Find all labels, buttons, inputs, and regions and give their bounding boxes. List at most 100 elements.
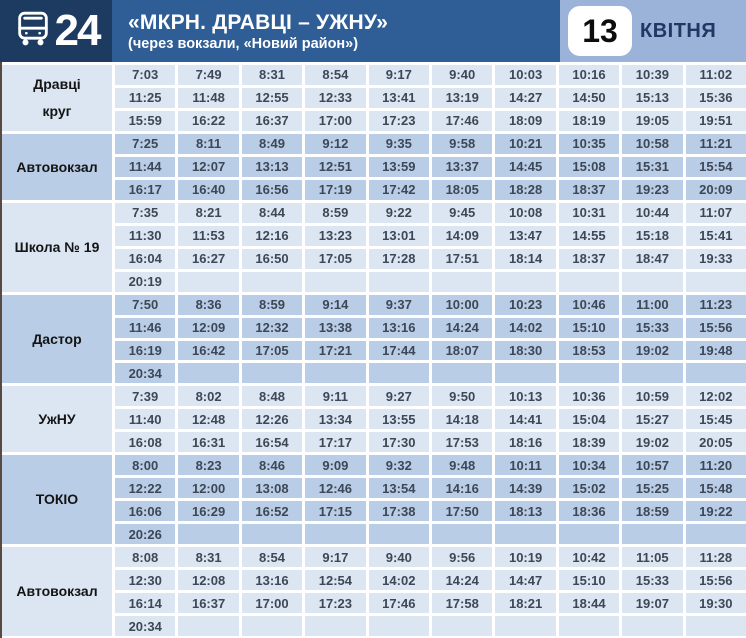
- time-cell: 7:35: [115, 202, 176, 223]
- time-cell: 15:10: [558, 317, 620, 338]
- time-cell: 14:45: [495, 156, 556, 177]
- time-cell: 10:19: [495, 547, 556, 568]
- time-cell: 11:21: [685, 133, 746, 154]
- time-cell: 18:07: [432, 340, 493, 361]
- empty-cell: [558, 271, 620, 292]
- time-cell: 11:05: [622, 547, 683, 568]
- time-cell: 8:08: [115, 547, 176, 568]
- empty-cell: [178, 363, 239, 384]
- time-cell: 9:14: [305, 294, 366, 315]
- time-cell: 10:13: [495, 386, 556, 407]
- time-cell: 11:40: [115, 409, 176, 430]
- time-cell: 15:56: [685, 570, 746, 591]
- route-badge: 24: [0, 0, 112, 62]
- empty-cell: [685, 363, 746, 384]
- time-cell: 10:00: [432, 294, 493, 315]
- time-cell: 14:41: [495, 409, 556, 430]
- time-cell: 7:50: [115, 294, 176, 315]
- time-cell: 11:23: [685, 294, 746, 315]
- time-cell: 12:32: [241, 317, 303, 338]
- time-cell: 8:00: [115, 455, 176, 476]
- time-cell: 14:39: [495, 478, 556, 499]
- time-cell: 8:46: [241, 455, 303, 476]
- time-cell: 9:50: [432, 386, 493, 407]
- time-cell: 12:55: [241, 87, 303, 108]
- time-cell: 10:16: [558, 65, 620, 85]
- time-cell: 15:59: [115, 110, 176, 131]
- time-cell: 8:54: [241, 547, 303, 568]
- empty-cell: [622, 271, 683, 292]
- time-cell: 18:53: [558, 340, 620, 361]
- time-cell: 9:17: [368, 65, 429, 85]
- time-cell: 13:55: [368, 409, 429, 430]
- time-cell: 11:02: [685, 65, 746, 85]
- empty-cell: [495, 363, 556, 384]
- time-cell: 20:09: [685, 179, 746, 200]
- time-cell: 15:27: [622, 409, 683, 430]
- time-cell: 19:05: [622, 110, 683, 131]
- route-title-band: «МКРН. ДРАВЦІ – УЖНУ» (через вокзали, «Н…: [112, 0, 560, 62]
- empty-cell: [305, 271, 366, 292]
- time-cell: 13:41: [368, 87, 429, 108]
- time-cell: 14:09: [432, 225, 493, 246]
- empty-cell: [368, 616, 429, 636]
- time-cell: 8:31: [178, 547, 239, 568]
- empty-cell: [368, 363, 429, 384]
- time-cell: 12:54: [305, 570, 366, 591]
- empty-cell: [178, 616, 239, 636]
- time-cell: 16:14: [115, 593, 176, 614]
- time-cell: 13:59: [368, 156, 429, 177]
- time-cell: 16:29: [178, 501, 239, 522]
- timetable: Дравці круг 7:03 7:49 8:31 8:54 9:17 9:40 10:03…: [0, 62, 746, 638]
- time-cell: 14:50: [558, 87, 620, 108]
- time-cell: 10:46: [558, 294, 620, 315]
- time-cell: 16:17: [115, 179, 176, 200]
- empty-cell: [622, 524, 683, 545]
- empty-cell: [495, 616, 556, 636]
- time-cell: 18:47: [622, 248, 683, 269]
- time-cell: 14:24: [432, 570, 493, 591]
- time-cell: 12:02: [685, 386, 746, 407]
- time-cell: 17:44: [368, 340, 429, 361]
- time-cell: 10:34: [558, 455, 620, 476]
- time-cell: 9:27: [368, 386, 429, 407]
- empty-cell: [558, 524, 620, 545]
- time-cell: 15:56: [685, 317, 746, 338]
- time-cell: 10:23: [495, 294, 556, 315]
- time-cell: 13:38: [305, 317, 366, 338]
- time-cell: 19:51: [685, 110, 746, 131]
- time-cell: 13:16: [241, 570, 303, 591]
- time-cell: 10:31: [558, 202, 620, 223]
- time-cell: 10:42: [558, 547, 620, 568]
- stop-name-cell: Дравці круг: [2, 65, 112, 131]
- time-cell: 17:05: [305, 248, 366, 269]
- empty-cell: [558, 616, 620, 636]
- time-cell: 17:42: [368, 179, 429, 200]
- time-cell: 8:02: [178, 386, 239, 407]
- time-cell: 12:22: [115, 478, 176, 499]
- date-block: 13 КВІТНЯ: [560, 0, 746, 62]
- time-cell: 19:23: [622, 179, 683, 200]
- time-cell: 16:52: [241, 501, 303, 522]
- time-cell: 11:46: [115, 317, 176, 338]
- time-cell: 17:17: [305, 432, 366, 453]
- time-cell: 18:44: [558, 593, 620, 614]
- time-cell: 10:58: [622, 133, 683, 154]
- time-cell: 17:51: [432, 248, 493, 269]
- empty-cell: [241, 271, 303, 292]
- time-cell: 11:00: [622, 294, 683, 315]
- stop-name-cell: Автовокзал: [2, 133, 112, 200]
- time-cell: 10:11: [495, 455, 556, 476]
- time-cell: 18:05: [432, 179, 493, 200]
- time-cell: 7:03: [115, 65, 176, 85]
- time-cell: 20:05: [685, 432, 746, 453]
- time-cell: 14:18: [432, 409, 493, 430]
- time-cell: 17:30: [368, 432, 429, 453]
- empty-cell: [432, 363, 493, 384]
- time-cell: 9:56: [432, 547, 493, 568]
- stop-name-cell: УжНУ: [2, 386, 112, 453]
- time-cell: 8:21: [178, 202, 239, 223]
- time-cell: 17:00: [305, 110, 366, 131]
- time-cell: 9:11: [305, 386, 366, 407]
- time-cell: 18:39: [558, 432, 620, 453]
